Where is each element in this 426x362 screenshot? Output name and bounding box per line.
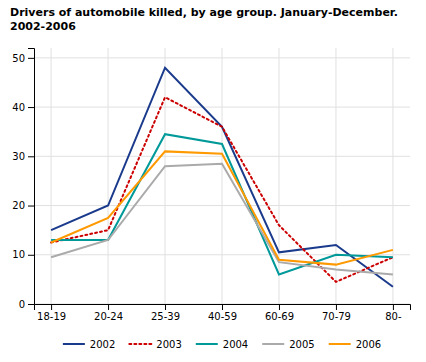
tick-label: 18-19 [37,311,66,322]
legend-label: 2006 [356,339,381,350]
line [51,134,393,274]
legend-swatch [196,343,218,345]
legend-label: 2003 [156,339,181,350]
subtitle: 2002-2006 [10,20,76,33]
tick-mark [279,304,280,310]
tick-label: 20 [12,200,25,211]
legend-item: 2003 [129,339,181,350]
tick-label: 10 [12,249,25,260]
tick: 80- [385,304,402,322]
line [51,164,393,275]
grid-line [51,48,52,304]
grid-line [278,48,279,304]
tick-mark [28,255,34,256]
tick-label: 30 [12,151,25,162]
tick: 50 [12,53,34,64]
tick: 20-24 [94,304,123,322]
tick: 40-59 [208,304,237,322]
tick-mark [393,304,394,310]
tick-label: 50 [12,53,25,64]
line [51,97,393,282]
tick-label: 40 [12,102,25,113]
legend-swatch [63,343,85,345]
grid-line [108,48,109,304]
tick-mark [222,304,223,310]
line [51,68,393,287]
tick-mark [28,304,34,305]
tick: 18-19 [37,304,66,322]
lines [51,68,393,287]
chart: Drivers of automobile killed, by age gro… [0,0,426,362]
tick-mark [28,206,34,207]
tick-mark [108,304,109,310]
tick-mark [165,304,166,310]
tick: 40 [12,102,34,113]
legend-label: 2005 [289,339,314,350]
grid [34,48,410,304]
tick-label: 25-39 [151,311,180,322]
line [51,151,393,264]
tick-mark [28,156,34,157]
tick: 25-39 [151,304,180,322]
legend-item: 2004 [196,339,248,350]
legend-label: 2002 [90,339,115,350]
tick-mark [28,58,34,59]
tick-label: 0 [19,299,25,310]
tick-label: 20-24 [94,311,123,322]
legend-swatch [129,343,151,345]
tick: 60-69 [265,304,294,322]
grid-line [222,48,223,304]
tick: 20 [12,200,34,211]
legend-item: 2002 [63,339,115,350]
tick-mark [336,304,337,310]
axis-line [28,49,35,305]
tick-label: 70-79 [322,311,351,322]
tick: 70-79 [322,304,351,322]
tick-mark [51,304,52,310]
title: Drivers of automobile killed, by age gro… [10,6,398,19]
tick-label: 80- [385,311,402,322]
plot: 18-19 20-24 25-39 40-59 60-69 70-79 80- 0 10 20 30… [12,48,410,322]
axis-line [35,305,411,311]
grid-line [165,48,166,304]
tick: 10 [12,249,34,260]
tick-mark [28,107,34,108]
legend-item: 2006 [329,339,381,350]
legend-swatch [262,343,284,345]
grid-line [392,48,393,304]
tick-label: 40-59 [208,311,237,322]
legend-item: 2005 [262,339,314,350]
tick: 0 [19,299,34,310]
tick-label: 60-69 [265,311,294,322]
legend-swatch [329,343,351,345]
legend-label: 2004 [223,339,248,350]
tick: 30 [12,151,34,162]
x-axis: 18-19 20-24 25-39 40-59 60-69 70-79 80- [35,304,411,322]
y-axis: 0 10 20 30 40 50 [12,49,34,310]
legend: 2002 2003 2004 2005 2006 [63,339,381,350]
